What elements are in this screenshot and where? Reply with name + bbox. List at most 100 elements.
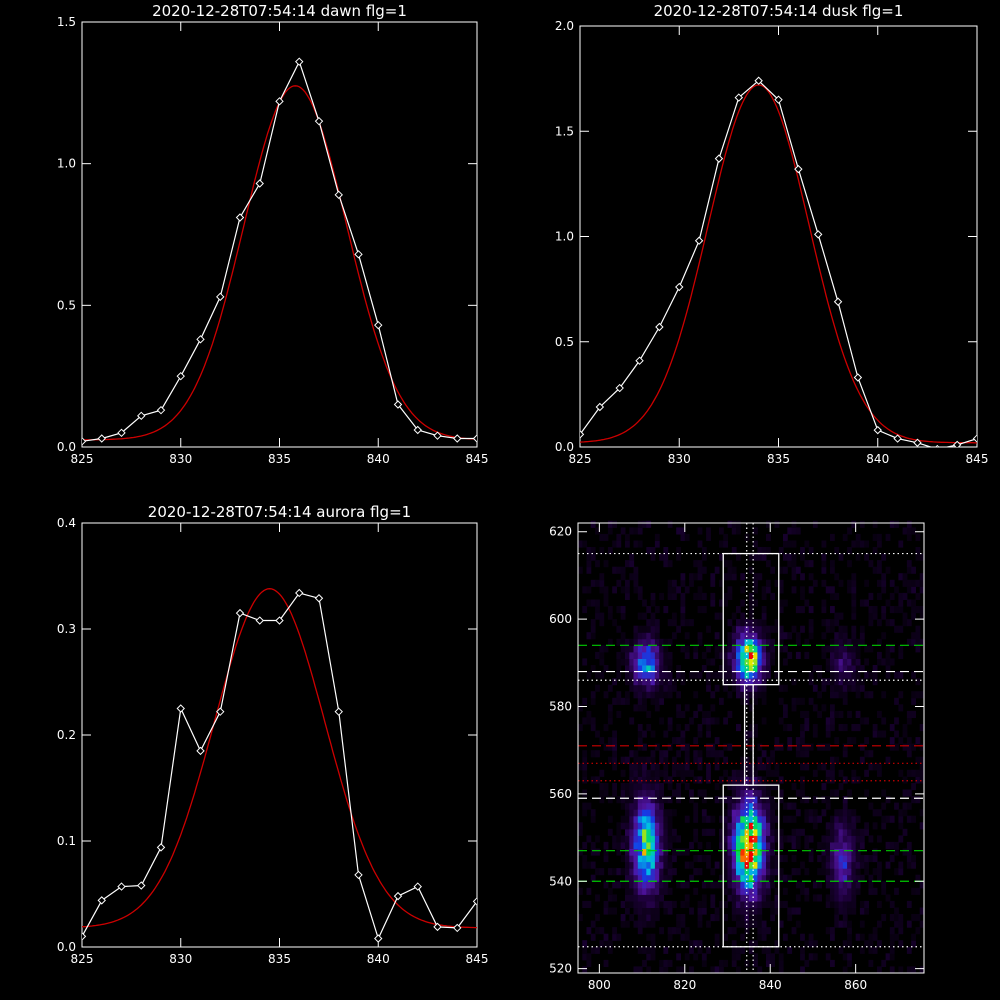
spectral-image-heatmap-cell: [911, 769, 916, 777]
spectral-image-heatmap-cell: [894, 625, 899, 633]
spectral-image-heatmap-cell: [736, 527, 741, 535]
spectral-image-heatmap-cell: [812, 769, 818, 777]
spectral-image-heatmap-cell: [663, 665, 669, 673]
spectral-image-heatmap-cell: [719, 874, 724, 882]
spectral-image-heatmap-cell: [633, 894, 639, 902]
spectral-image-heatmap-cell: [607, 940, 613, 948]
spectral-image-heatmap-cell: [650, 940, 656, 948]
spectral-image-heatmap-cell: [710, 599, 716, 607]
spectral-image-heatmap-cell: [719, 750, 724, 758]
spectral-image-heatmap-cell: [911, 638, 916, 646]
spectral-image-heatmap-cell: [902, 612, 908, 620]
spectral-image-heatmap-cell: [830, 671, 835, 679]
spectral-image-heatmap-cell: [646, 802, 652, 810]
spectral-image-heatmap-cell: [620, 914, 626, 922]
spectral-image-heatmap-cell: [744, 881, 750, 889]
spectral-image-heatmap-cell: [919, 920, 925, 928]
spectral-image-heatmap-cell: [787, 835, 793, 843]
spectral-image-heatmap-cell: [646, 651, 652, 659]
spectral-image-heatmap-cell: [744, 841, 750, 849]
spectral-image-heatmap-cell: [748, 724, 754, 732]
spectral-image-heatmap-cell: [821, 606, 827, 614]
spectral-image-heatmap-cell: [898, 573, 904, 581]
dawn-y-tick-label: 1.5: [57, 15, 76, 29]
spectral-image-heatmap-cell: [881, 730, 887, 738]
aurora-x-tick-label: 825: [71, 952, 94, 966]
spectral-image-heatmap-cell: [787, 651, 793, 659]
spectral-image-heatmap-cell: [766, 841, 771, 849]
spectral-image-heatmap-cell: [864, 907, 869, 915]
spectral-image-heatmap-cell: [684, 848, 690, 856]
spectral-image-heatmap-cell: [654, 835, 660, 843]
spectral-image-heatmap-cell: [629, 553, 635, 561]
spectral-image-heatmap-cell: [855, 874, 861, 882]
spectral-image-heatmap-cell: [642, 828, 647, 836]
spectral-image-heatmap-cell: [778, 684, 784, 692]
spectral-image-heatmap-cell: [821, 599, 827, 607]
spectral-image-heatmap-cell: [851, 841, 857, 849]
spectral-image-heatmap-cell: [770, 658, 775, 666]
spectral-image-heatmap-cell: [736, 665, 741, 673]
aurora-data-point: [176, 704, 185, 713]
spectral-image-heatmap-cell: [620, 783, 626, 791]
spectral-image-heatmap-cell: [599, 796, 605, 804]
spectral-image-heatmap-cell: [693, 940, 699, 948]
spectral-image-heatmap-cell: [911, 691, 916, 699]
spectral-image-heatmap-cell: [650, 881, 656, 889]
spectral-image-heatmap-cell: [625, 894, 630, 902]
spectral-image-x-tick-label: 800: [588, 978, 611, 992]
spectral-image-heatmap-cell: [902, 724, 908, 732]
spectral-image-heatmap-cell: [753, 691, 758, 699]
spectral-image-heatmap-cell: [654, 796, 660, 804]
dusk-data-point: [754, 76, 763, 85]
spectral-image-heatmap-cell: [714, 940, 720, 948]
spectral-image-heatmap-cell: [731, 959, 737, 967]
spectral-image-heatmap-cell: [761, 612, 767, 620]
spectral-image-heatmap-cell: [723, 828, 728, 836]
spectral-image-heatmap-cell: [864, 828, 869, 836]
spectral-image-heatmap-cell: [667, 927, 673, 935]
spectral-image-heatmap-cell: [808, 606, 814, 614]
spectral-image-heatmap-cell: [804, 835, 810, 843]
spectral-image-heatmap-cell: [757, 835, 763, 843]
spectral-image-heatmap-cell: [599, 619, 605, 627]
spectral-image-heatmap-cell: [800, 933, 805, 941]
spectral-image-heatmap-cell: [834, 671, 840, 679]
spectral-image-heatmap-cell: [736, 894, 741, 902]
spectral-image-heatmap-cell: [770, 841, 775, 849]
spectral-image-heatmap-cell: [731, 815, 737, 823]
spectral-image-heatmap-cell: [877, 619, 882, 627]
spectral-image-heatmap-cell: [620, 651, 626, 659]
spectral-image-heatmap-cell: [919, 966, 925, 974]
spectral-image-heatmap-cell: [710, 900, 716, 908]
spectral-image-heatmap-cell: [906, 638, 912, 646]
spectral-image-heatmap-cell: [595, 684, 600, 692]
spectral-image-heatmap-cell: [736, 638, 741, 646]
spectral-image-heatmap-cell: [607, 868, 613, 876]
spectral-image-heatmap-cell: [586, 953, 592, 961]
spectral-image-heatmap-cell: [766, 671, 771, 679]
spectral-image-heatmap-cell: [894, 848, 899, 856]
spectral-image-heatmap-cell: [650, 933, 656, 941]
spectral-image-heatmap-cell: [590, 815, 596, 823]
spectral-image-heatmap-cell: [633, 678, 639, 686]
spectral-image-heatmap-cell: [740, 914, 746, 922]
spectral-image-heatmap-cell: [889, 946, 895, 954]
spectral-image-heatmap-cell: [778, 841, 784, 849]
spectral-image-heatmap-cell: [817, 743, 822, 751]
dawn-x-tick-label: 825: [71, 452, 94, 466]
spectral-image-heatmap-cell: [736, 651, 741, 659]
spectral-image-heatmap-cell: [646, 547, 652, 555]
spectral-image-heatmap-cell: [595, 894, 600, 902]
spectral-image-heatmap-cell: [625, 874, 630, 882]
spectral-image-heatmap-cell: [842, 940, 848, 948]
spectral-image-heatmap-cell: [825, 769, 831, 777]
spectral-image-heatmap-cell: [761, 933, 767, 941]
spectral-image-heatmap-cell: [676, 920, 681, 928]
spectral-image-heatmap-cell: [590, 724, 596, 732]
spectral-image-heatmap-cell: [740, 632, 746, 640]
spectral-image-heatmap-cell: [748, 743, 754, 751]
spectral-image-heatmap-cell: [911, 527, 916, 535]
spectral-image-heatmap-cell: [898, 540, 904, 548]
spectral-image-heatmap-cell: [919, 776, 925, 784]
